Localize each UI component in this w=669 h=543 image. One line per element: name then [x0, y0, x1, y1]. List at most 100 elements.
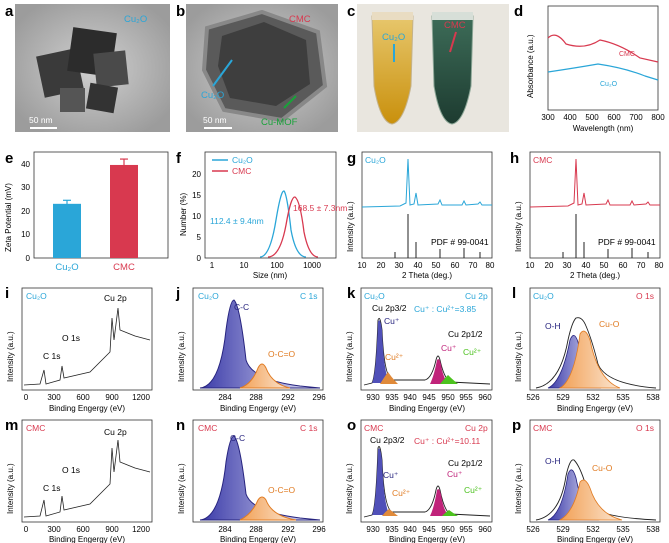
peak-o-cu1b-label: Cu⁺ [447, 469, 463, 479]
peak-o-p12: Cu 2p1/2 [448, 458, 483, 468]
curve-k [363, 317, 491, 386]
tick: 532 [586, 525, 600, 534]
peak-o-cu1-label: Cu⁺ [383, 470, 399, 480]
tick: 30 [21, 183, 30, 192]
panel-letter-d: d [514, 3, 523, 20]
tick: 1200 [132, 393, 150, 402]
tick: 1 [210, 261, 215, 270]
peak-k-cu1b [430, 359, 450, 384]
panel-a-label: Cu₂O [124, 14, 147, 25]
peak-k-cu1b-label: Cu⁺ [441, 343, 457, 353]
peak-i-cu2p: Cu 2p [104, 293, 127, 303]
panel-letter-g: g [347, 150, 356, 167]
peak-o-cu2a [382, 509, 398, 516]
tick: 400 [563, 113, 577, 122]
peak-o-cu1b [430, 489, 450, 516]
tick: 15 [192, 191, 201, 200]
annotation-f-1: 112.4 ± 9.4nm [210, 216, 264, 226]
tick: 10 [21, 230, 30, 239]
scale-bar-b [204, 127, 232, 129]
ylabel-i: Intensity (a.u.) [6, 331, 15, 382]
plot-frame-m [21, 419, 153, 523]
ylabel-h: Intensity (a.u.) [514, 201, 523, 252]
tick: 30 [563, 261, 572, 270]
tick: 800 [651, 113, 665, 122]
tick: 600 [76, 525, 90, 534]
tick: 900 [105, 393, 119, 402]
panel-n-elem: C 1s [300, 423, 317, 433]
plot-frame-e [33, 151, 169, 259]
peak-l-label2: Cu-O [599, 319, 620, 329]
tick: 40 [414, 261, 423, 270]
panel-o-elem: Cu 2p [465, 423, 488, 433]
tick: 20 [21, 207, 30, 216]
panel-m-label: CMC [26, 423, 45, 433]
xrd-h-ref-lines [562, 214, 649, 258]
plot-frame-j [192, 287, 324, 391]
peak-i-o1s: O 1s [62, 333, 80, 343]
panel-letter-h: h [510, 150, 519, 167]
xticks-f: 1 10 100 1000 [210, 261, 322, 270]
tick: 60 [451, 261, 460, 270]
peak-k-cu1-label: Cu⁺ [384, 316, 400, 326]
xrd-h-curve [529, 158, 660, 208]
xticks-o: 930 935 940 945 950 955 960 [366, 525, 492, 534]
curve-f-cmc [267, 196, 319, 258]
curve-d-cmc [547, 34, 659, 63]
tick: 930 [366, 525, 380, 534]
tick: 5 [197, 233, 202, 242]
tick: 0 [24, 393, 29, 402]
plot-frame-n [192, 419, 324, 523]
tick: 955 [459, 525, 473, 534]
curve-d-cu2o [547, 63, 659, 81]
tick: 1200 [132, 525, 150, 534]
tick: 532 [586, 393, 600, 402]
ylabel-m: Intensity (a.u.) [6, 463, 15, 514]
xlabel-n: Binding Engergy (eV) [220, 535, 296, 543]
legend-f-cu2o: Cu₂O [232, 155, 253, 165]
tick: 950 [441, 393, 455, 402]
peak-k-cu2a [380, 372, 398, 384]
ylabel-n: Intensity (a.u.) [177, 463, 186, 514]
yticks-e: 0 10 20 30 40 [21, 160, 30, 263]
xticks-n: 284 288 292 296 [218, 525, 326, 534]
tick: 0 [24, 525, 29, 534]
xticks-g: 10 20 30 40 50 60 70 80 [358, 261, 495, 270]
panel-l-elem: O 1s [636, 291, 654, 301]
tick: 284 [218, 525, 232, 534]
panel-letter-e: e [5, 150, 13, 167]
tick: 930 [366, 393, 380, 402]
peak-j-label1: C-C [234, 302, 249, 312]
tick: 538 [646, 525, 660, 534]
tick: 0 [26, 254, 31, 263]
peak-l-label1: O-H [545, 321, 561, 331]
tick: 600 [607, 113, 621, 122]
vial-label-cu2o: Cu₂O [382, 32, 405, 43]
tick: 538 [646, 393, 660, 402]
ylabel-p: Intensity (a.u.) [514, 463, 523, 514]
cat-e-cu2o: Cu₂O [55, 262, 78, 273]
panel-i-label: Cu₂O [26, 291, 47, 301]
xlabel-j: Binding Engergy (eV) [220, 404, 296, 413]
xticks-m: 0 300 600 900 1200 [24, 525, 151, 534]
xticks-h: 10 20 30 40 50 60 70 80 [526, 261, 664, 270]
plot-frame-f [204, 151, 337, 259]
panel-letter-n: n [176, 417, 185, 434]
ylabel-k: Intensity (a.u.) [345, 331, 354, 382]
xticks-l: 526 529 532 535 538 [526, 393, 660, 402]
bar-group-e [53, 158, 138, 258]
tick: 1000 [303, 261, 321, 270]
xlabel-p: Binding Engergy (eV) [557, 535, 633, 543]
xlabel-d: Wavelength (nm) [573, 124, 634, 133]
tick: 935 [385, 525, 399, 534]
peak-m-o1s: O 1s [62, 465, 80, 475]
peak-n-label1: C-C [230, 433, 245, 443]
scale-bar-a [30, 127, 57, 129]
tick: 526 [526, 525, 540, 534]
peak-j-label2: O-C=O [268, 349, 296, 359]
plot-frame-p [529, 419, 661, 523]
tick: 950 [441, 525, 455, 534]
tick: 296 [312, 525, 326, 534]
legend-d-cu2o: Cu₂O [600, 81, 618, 88]
peak-p-cuo [558, 479, 623, 521]
